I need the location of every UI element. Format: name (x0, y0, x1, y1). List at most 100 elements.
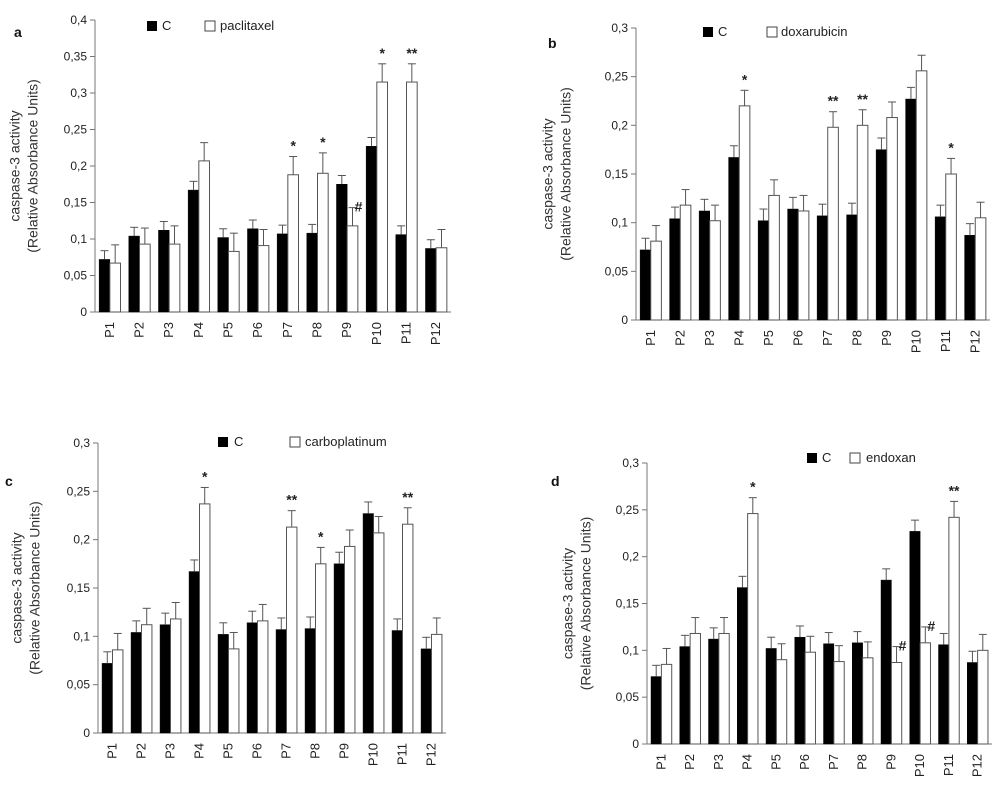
legend-label-drug: doxarubicin (781, 24, 848, 39)
bar-C-P11 (395, 234, 407, 313)
bar-carboplatinum-P10 (373, 532, 385, 734)
x-tick-label: P1 (653, 754, 668, 770)
y-tick-label: 0,1 (70, 232, 87, 246)
bar-doxarubicin-P5 (768, 194, 780, 321)
bar-carboplatinum-P5 (228, 648, 240, 734)
x-tick-label: P5 (761, 330, 776, 346)
bar-paclitaxel-P12 (435, 247, 448, 313)
x-tick-label: P1 (105, 743, 120, 759)
x-tick-label: P11 (399, 322, 414, 344)
bar-endoxan-P10 (919, 642, 931, 745)
bar-endoxan-P1 (660, 663, 673, 745)
significance-mark: ** (949, 482, 960, 498)
y-tick-label: 0,1 (73, 629, 90, 643)
legend-label-control: C (234, 434, 243, 449)
bar-C-P8 (852, 642, 863, 745)
x-tick-label: P5 (768, 754, 783, 770)
x-tick-label: P11 (941, 754, 956, 776)
y-tick-label: 0,3 (73, 436, 90, 450)
x-tick-label: P3 (163, 743, 178, 759)
bar-C-P6 (787, 208, 799, 321)
bar-doxarubicin-P9 (886, 117, 898, 321)
bar-C-P3 (158, 229, 170, 313)
panel-letter: a (14, 24, 22, 40)
significance-mark: ** (828, 93, 839, 109)
bar-C-P12 (420, 648, 432, 734)
bar-C-P8 (306, 232, 318, 313)
x-tick-label: P9 (339, 322, 354, 338)
bar-C-P1 (650, 676, 662, 745)
bar-C-P3 (698, 210, 711, 321)
bar-paclitaxel-P10 (376, 81, 389, 313)
bar-C-P1 (101, 663, 113, 734)
bar-C-P5 (217, 237, 229, 313)
bar-C-P8 (846, 214, 858, 321)
bar-carboplatinum-P8 (315, 563, 327, 734)
x-tick-label: P12 (967, 330, 982, 353)
legend-swatch-control (218, 437, 228, 447)
y-axis-label-units: (Relative Absorbance Units) (578, 517, 594, 691)
bar-C-P12 (964, 235, 976, 321)
x-tick-label: P8 (855, 754, 870, 770)
y-axis-label: caspase-3 activity (9, 532, 25, 643)
bar-doxarubicin-P10 (915, 70, 928, 321)
y-tick-label: 0,05 (605, 264, 629, 278)
x-tick-label: P6 (250, 322, 265, 338)
bar-C-P9 (875, 149, 888, 321)
significance-mark: # (355, 199, 363, 215)
significance-mark: ** (286, 492, 297, 508)
x-tick-label: P1 (102, 322, 117, 338)
legend-swatch-control (807, 453, 817, 463)
bar-C-P12 (967, 662, 978, 745)
x-tick-label: P4 (740, 754, 755, 770)
y-tick-label: 0,3 (70, 86, 87, 100)
bar-doxarubicin-P1 (650, 240, 662, 321)
bar-carboplatinum-P6 (257, 620, 269, 734)
y-tick-label: 0,05 (67, 678, 91, 692)
bar-endoxan-P5 (775, 659, 788, 745)
bar-doxarubicin-P7 (827, 126, 839, 321)
x-tick-label: P10 (369, 322, 384, 345)
bar-C-P2 (669, 218, 681, 321)
bar-C-P6 (246, 622, 258, 734)
bar-C-P11 (934, 216, 947, 321)
bar-endoxan-P3 (718, 632, 730, 745)
y-axis-label-units: (Relative Absorbance Units) (558, 87, 574, 261)
bar-C-P2 (128, 235, 140, 313)
panel-letter: b (548, 35, 557, 51)
y-tick-label: 0,05 (616, 690, 640, 704)
x-tick-label: P11 (938, 330, 953, 352)
x-tick-label: P7 (826, 754, 841, 770)
legend-label-drug: endoxan (866, 450, 916, 465)
bar-doxarubicin-P6 (797, 210, 810, 321)
y-tick-label: 0,2 (70, 159, 87, 173)
bar-C-P9 (333, 563, 345, 734)
y-axis-label: caspase-3 activity (540, 118, 556, 229)
bar-C-P7 (276, 233, 289, 313)
significance-mark: * (948, 139, 954, 155)
bar-C-P2 (679, 646, 691, 745)
legend-swatch-control (147, 21, 157, 31)
x-tick-label: P6 (250, 743, 265, 759)
legend-swatch-control (703, 27, 713, 37)
y-axis-label: caspase-3 activity (7, 110, 23, 221)
x-tick-label: P6 (797, 754, 812, 770)
y-tick-label: 0,15 (64, 196, 88, 210)
x-tick-label: P5 (221, 322, 236, 338)
x-tick-label: P7 (820, 330, 835, 346)
x-tick-label: P4 (191, 322, 206, 338)
panel-letter: d (551, 473, 560, 489)
y-tick-label: 0 (632, 737, 639, 751)
bar-paclitaxel-P2 (139, 243, 151, 313)
legend-swatch-drug (766, 26, 778, 38)
chart-panel-d: d 0 0,05 0,1 0,15 0,2 0,25 0,3 caspase-3 activit… (551, 450, 992, 777)
y-tick-label: 0,25 (64, 123, 88, 137)
legend-label-drug: paclitaxel (220, 18, 274, 33)
y-tick-label: 0,1 (622, 643, 639, 657)
bar-carboplatinum-P3 (170, 618, 182, 734)
x-tick-label: P8 (308, 743, 323, 759)
bar-carboplatinum-P7 (286, 526, 298, 734)
bar-C-P9 (336, 184, 348, 313)
bar-C-P10 (365, 146, 378, 313)
